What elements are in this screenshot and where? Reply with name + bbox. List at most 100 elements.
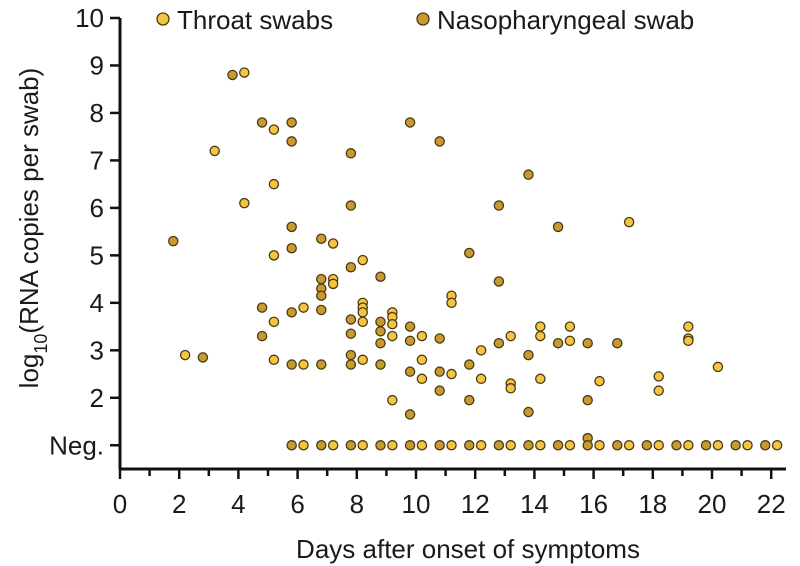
point-throat	[239, 197, 250, 209]
point-throat	[416, 440, 428, 451]
point-nasopharyngeal	[345, 314, 357, 325]
point-nasopharyngeal	[641, 440, 653, 451]
point-nasopharyngeal	[316, 304, 327, 316]
point-nasopharyngeal	[286, 440, 297, 451]
point-throat	[535, 321, 546, 332]
point-nasopharyngeal	[168, 235, 179, 247]
point-throat	[564, 335, 576, 347]
point-throat	[416, 373, 428, 385]
point-throat	[653, 440, 664, 451]
point-throat	[357, 440, 368, 451]
point-nasopharyngeal	[464, 247, 475, 259]
point-nasopharyngeal	[552, 440, 564, 451]
point-throat	[387, 394, 398, 406]
point-nasopharyngeal	[464, 359, 475, 370]
point-nasopharyngeal	[671, 440, 682, 451]
point-nasopharyngeal	[375, 440, 386, 451]
y-tick-label: 5	[90, 240, 104, 270]
point-throat	[298, 302, 309, 313]
point-nasopharyngeal	[286, 221, 297, 233]
point-nasopharyngeal	[523, 349, 534, 361]
x-tick-label: 20	[698, 489, 727, 519]
point-throat	[298, 440, 309, 451]
x-axis-title: Days after onset of symptoms	[296, 534, 640, 564]
point-throat	[268, 316, 280, 328]
legend-marker-nasopharyngeal	[416, 12, 430, 26]
point-throat	[475, 345, 487, 356]
y-axis-title-subscript: 10	[31, 334, 51, 354]
point-throat	[712, 361, 724, 373]
y-axis-title-suffix: (RNA copies per swab)	[14, 68, 44, 334]
point-nasopharyngeal	[493, 200, 505, 211]
point-nasopharyngeal	[582, 337, 593, 349]
x-tick-label: 16	[579, 489, 608, 519]
axes	[118, 18, 786, 471]
point-nasopharyngeal	[256, 117, 268, 128]
x-tick-label: 6	[290, 489, 304, 519]
point-nasopharyngeal	[316, 290, 327, 301]
y-axis-title-prefix: log	[14, 354, 44, 389]
point-throat	[535, 373, 546, 385]
x-tick-label: 2	[172, 489, 186, 519]
point-throat	[535, 330, 546, 342]
point-throat	[446, 440, 457, 451]
point-throat	[653, 371, 664, 382]
point-throat	[623, 440, 635, 451]
point-nasopharyngeal	[286, 242, 297, 254]
point-throat	[327, 278, 339, 290]
point-throat	[535, 440, 546, 451]
point-nasopharyngeal	[404, 409, 416, 420]
y-tick-label: 4	[90, 288, 104, 318]
point-throat	[475, 373, 487, 385]
y-tick-label: 10	[75, 3, 104, 33]
point-nasopharyngeal	[286, 117, 297, 128]
point-nasopharyngeal	[700, 440, 712, 451]
point-throat	[387, 318, 398, 330]
point-throat	[416, 330, 428, 342]
point-throat	[564, 321, 576, 332]
point-nasopharyngeal	[612, 337, 623, 349]
point-nasopharyngeal	[286, 307, 297, 318]
point-throat	[387, 440, 398, 451]
point-nasopharyngeal	[434, 385, 445, 396]
x-tick-label: 4	[231, 489, 245, 519]
point-nasopharyngeal	[375, 316, 386, 328]
point-nasopharyngeal	[345, 200, 357, 211]
y-tick-label: 7	[90, 145, 104, 175]
x-tick-label: 18	[638, 489, 667, 519]
point-nasopharyngeal	[316, 359, 327, 370]
point-throat	[357, 316, 368, 328]
point-throat	[505, 440, 516, 451]
point-throat	[268, 178, 280, 190]
point-nasopharyngeal	[256, 330, 268, 342]
point-nasopharyngeal	[523, 169, 534, 180]
point-throat	[268, 354, 280, 366]
point-nasopharyngeal	[197, 352, 209, 363]
point-nasopharyngeal	[286, 359, 297, 370]
point-throat	[179, 349, 191, 361]
legend-marker-throat	[156, 12, 170, 26]
point-nasopharyngeal	[345, 440, 357, 451]
legend-label-throat: Throat swabs	[177, 5, 333, 35]
point-nasopharyngeal	[404, 366, 416, 377]
point-nasopharyngeal	[375, 271, 386, 282]
x-tick-label: 0	[113, 489, 127, 519]
x-tick-label: 14	[520, 489, 549, 519]
point-nasopharyngeal	[345, 328, 357, 339]
point-nasopharyngeal	[582, 394, 593, 406]
point-throat	[683, 440, 694, 451]
point-nasopharyngeal	[760, 440, 771, 451]
point-nasopharyngeal	[286, 136, 297, 147]
ticks: 2 3 4 5 6 7 8 9 10 Neg. 0 2 4 6 8 10 12 14 16 18 20 22	[49, 3, 786, 519]
point-nasopharyngeal	[493, 440, 505, 451]
point-nasopharyngeal	[256, 302, 268, 313]
y-tick-label: 8	[90, 98, 104, 128]
point-throat	[623, 216, 635, 228]
point-throat	[594, 375, 605, 387]
point-nasopharyngeal	[434, 136, 445, 147]
point-throat	[209, 145, 220, 157]
point-nasopharyngeal	[375, 337, 386, 349]
point-nasopharyngeal	[316, 273, 327, 285]
x-tick-label: 8	[350, 489, 364, 519]
